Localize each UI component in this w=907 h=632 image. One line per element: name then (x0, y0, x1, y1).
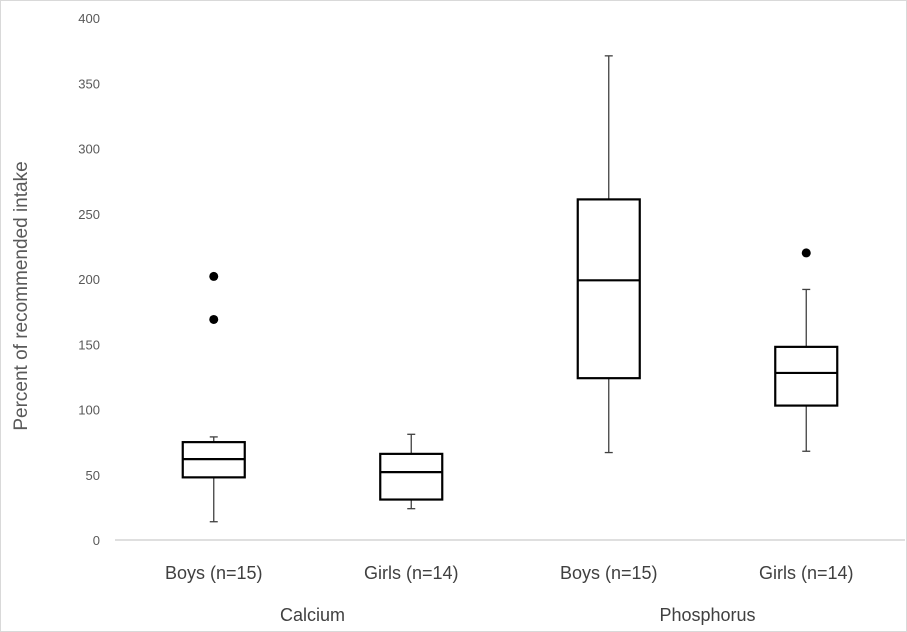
y-tick-label: 350 (78, 76, 100, 91)
category-label: Girls (n=14) (364, 563, 459, 583)
category-labels: Boys (n=15) Girls (n=14) Boys (n=15) Girls … (165, 563, 854, 583)
y-tick-label: 400 (78, 11, 100, 26)
y-tick-label: 300 (78, 142, 100, 157)
outlier-point (209, 314, 219, 324)
box-iqr (774, 345, 839, 407)
category-label: Girls (n=14) (759, 563, 854, 583)
box-1 (181, 271, 246, 523)
y-axis-ticks: 0 50 100 150 200 250 300 350 400 (78, 11, 100, 548)
category-label: Boys (n=15) (165, 563, 263, 583)
group-labels: Calcium Phosphorus (280, 605, 756, 625)
group-label: Phosphorus (659, 605, 755, 625)
box-iqr (379, 452, 444, 501)
box-3 (576, 55, 641, 454)
outlier-point (209, 271, 219, 281)
group-label: Calcium (280, 605, 345, 625)
y-tick-label: 50 (86, 468, 100, 483)
y-tick-label: 0 (93, 533, 100, 548)
box-series (181, 55, 839, 523)
category-label: Boys (n=15) (560, 563, 658, 583)
box-2 (379, 433, 444, 510)
outlier-point (801, 248, 811, 258)
y-tick-label: 200 (78, 272, 100, 287)
box-4 (774, 248, 839, 452)
y-axis-title: Percent of recommended intake (11, 161, 32, 430)
y-tick-label: 100 (78, 403, 100, 418)
y-tick-label: 150 (78, 337, 100, 352)
box-iqr (576, 198, 641, 380)
y-tick-label: 250 (78, 207, 100, 222)
